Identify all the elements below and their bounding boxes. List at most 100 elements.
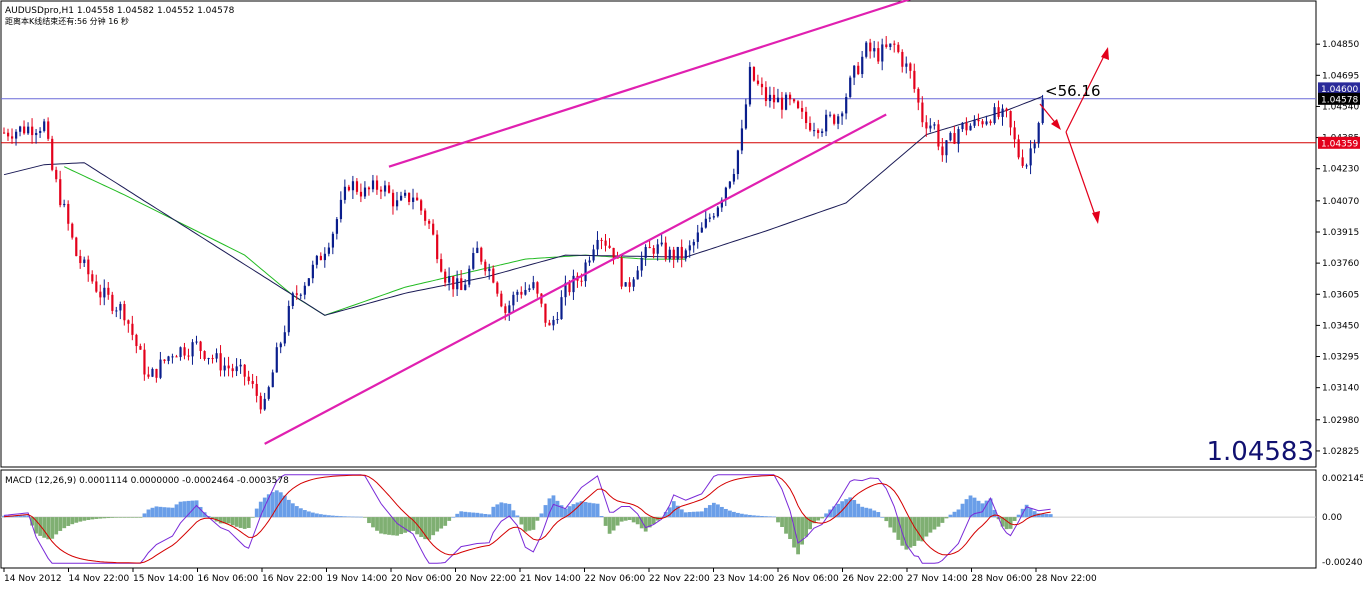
macd-hist-bar: [595, 503, 600, 518]
macd-hist-bar: [599, 516, 604, 518]
macd-hist-bar: [306, 511, 311, 518]
candle-body: [568, 282, 571, 293]
candle-body: [492, 268, 495, 283]
macd-hist-bar: [940, 517, 945, 523]
macd-hist-bar: [535, 517, 540, 521]
macd-hist-bar: [282, 495, 287, 518]
candle-body: [43, 121, 46, 131]
macd-hist-bar: [278, 492, 283, 518]
candle-body: [107, 287, 110, 295]
macd-hist-bar: [928, 517, 933, 533]
candle-body: [905, 63, 908, 67]
candle-body: [664, 242, 667, 259]
candle-body: [23, 126, 26, 134]
macd-hist-bar: [294, 506, 299, 518]
candle-body: [379, 189, 383, 192]
macd-hist-bar: [166, 507, 171, 518]
candle-body: [476, 247, 479, 253]
candle-body: [235, 366, 238, 372]
macd-hist-bar: [463, 511, 468, 518]
candle-body: [480, 247, 483, 262]
candle-body: [977, 119, 980, 122]
macd-hist-bar: [226, 517, 231, 524]
candle-body: [784, 94, 788, 110]
macd-hist-bar: [1004, 517, 1009, 530]
symbol-line: AUDUSDpro,H1 1.04558 1.04582 1.04552 1.0…: [5, 6, 235, 16]
channel-line-upper: [388, 0, 912, 168]
candle-body: [508, 305, 511, 313]
candle-body: [1013, 127, 1016, 140]
candle-body: [929, 125, 932, 129]
candle-body: [456, 278, 459, 290]
candle-body: [949, 133, 952, 141]
candle-body: [925, 122, 928, 129]
candle-body: [387, 185, 391, 193]
candle-body: [227, 365, 230, 369]
macd-hist-bar: [30, 517, 35, 526]
candle-body: [624, 282, 627, 287]
macd-hist-bar: [916, 517, 921, 541]
candle-body: [496, 282, 499, 294]
candle-body: [732, 174, 736, 182]
macd-hist-bar: [651, 517, 656, 525]
macd-hist-bar: [1008, 517, 1013, 529]
macd-hist-bar: [904, 517, 909, 550]
macd-hist-bar: [78, 517, 83, 522]
candle-body: [500, 293, 503, 307]
candle-body: [921, 102, 924, 123]
candle-body: [813, 130, 816, 132]
macd-hist-bar: [920, 517, 925, 542]
macd-hist-bar: [788, 517, 792, 540]
macd-signal-line: [3, 474, 1051, 564]
candle-body: [299, 294, 302, 296]
macd-hist-bar: [956, 509, 961, 518]
candle-body: [1017, 139, 1020, 158]
candle-body: [821, 131, 824, 134]
macd-hist-bar: [138, 517, 143, 518]
macd-hist-bar: [968, 495, 973, 518]
macd-hist-bar: [772, 516, 776, 518]
macd-hist-bar: [856, 503, 861, 518]
macd-hist-bar: [804, 517, 808, 537]
candle-body: [488, 268, 491, 272]
candle-body: [355, 181, 359, 192]
candle-body: [99, 291, 102, 298]
candle-body: [913, 70, 916, 89]
candle-body: [724, 187, 727, 200]
candle-body: [323, 253, 326, 261]
macd-hist-bar: [591, 503, 596, 518]
arrow-down-head: [1092, 211, 1100, 224]
macd-hist-bar: [110, 517, 115, 518]
candle-body: [652, 248, 655, 254]
candle-body: [933, 124, 936, 126]
macd-hist-bar: [270, 492, 275, 518]
candle-body: [363, 187, 367, 197]
candle-body: [692, 241, 695, 246]
candle-body: [391, 192, 395, 207]
macd-hist-bar: [844, 499, 849, 518]
candle-body: [869, 42, 872, 52]
candle-body: [909, 63, 912, 71]
candle-body: [428, 220, 431, 224]
candle-body: [636, 270, 639, 280]
candle-body: [524, 289, 527, 295]
candle-body: [788, 94, 792, 100]
candle-body: [965, 122, 968, 131]
macd-hist-bar: [218, 517, 223, 524]
candle-body: [444, 271, 447, 283]
partial-top-badge-text: 1.04600: [1321, 85, 1358, 95]
candle-body: [837, 116, 840, 124]
macd-hist-bar: [94, 517, 99, 519]
y-tick-label: 1.03140: [1322, 384, 1359, 394]
candle-body: [676, 246, 679, 260]
candle-body: [833, 114, 836, 124]
macd-hist-bar: [728, 510, 732, 518]
candle-body: [1001, 108, 1004, 117]
candle-body: [203, 351, 206, 360]
candle-body: [295, 293, 298, 295]
macd-hist-bar: [443, 517, 448, 526]
macd-hist-bar: [659, 517, 664, 518]
candle-body: [584, 262, 587, 282]
candle-body: [564, 282, 567, 298]
